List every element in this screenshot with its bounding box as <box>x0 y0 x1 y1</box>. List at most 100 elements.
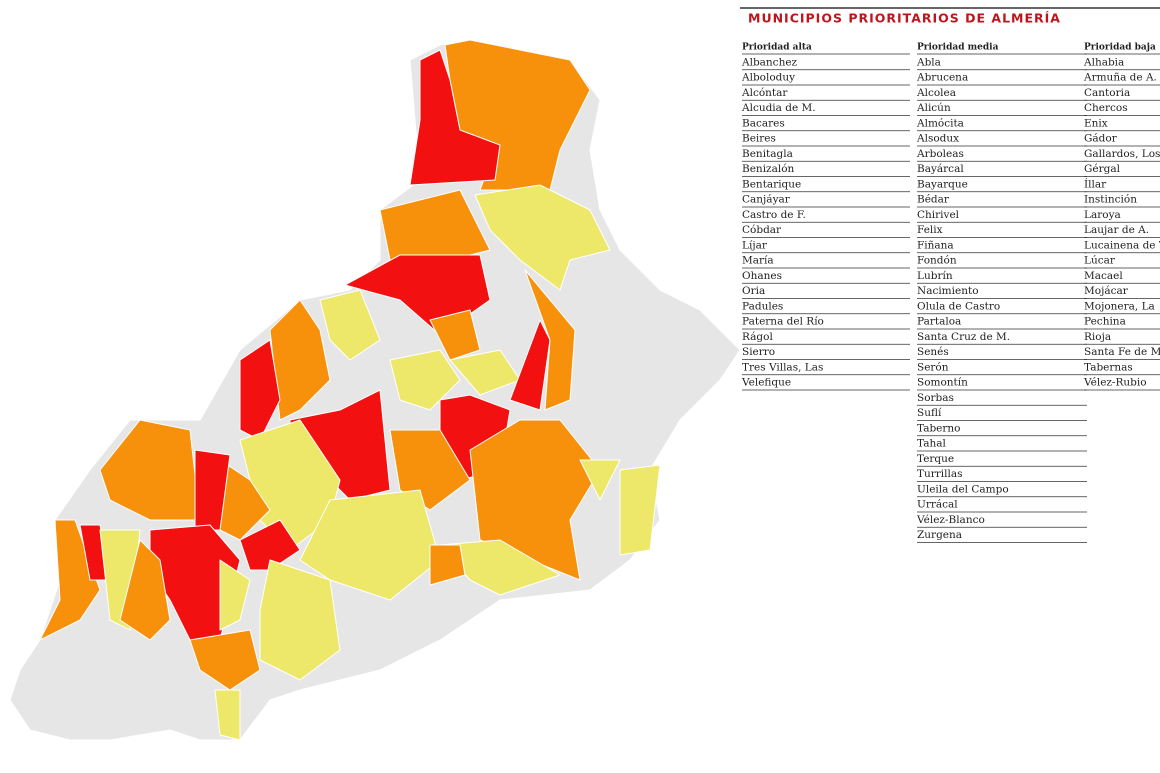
municipality: Velefique <box>741 377 791 389</box>
region <box>389 429 471 511</box>
province-outline <box>9 39 741 741</box>
municipality: Uleila del Campo <box>917 483 1009 495</box>
municipality: Ohanes <box>742 270 782 282</box>
municipality: Rágol <box>742 331 773 343</box>
table-title: MUNICIPIOS PRIORITARIOS DE ALMERÍA <box>748 11 1061 26</box>
municipality: Albanchez <box>741 56 798 68</box>
map <box>9 39 741 741</box>
municipality: Tahal <box>917 438 946 450</box>
municipality: Taberno <box>917 422 961 434</box>
municipality: Alcóntar <box>741 87 788 99</box>
municipality: Urrácal <box>917 499 958 511</box>
municipality: Padules <box>742 300 783 312</box>
municipality: Gádor <box>1084 133 1118 145</box>
region <box>194 449 231 531</box>
municipality: Santa Fe de M. <box>1084 346 1160 358</box>
municipality: Sierro <box>742 346 775 358</box>
municipality: Alsodux <box>916 133 959 145</box>
municipality: Felix <box>917 224 943 236</box>
region <box>409 49 501 186</box>
region <box>299 489 441 601</box>
region <box>429 309 481 361</box>
region <box>429 544 466 586</box>
municipality: Castro de F. <box>742 209 806 221</box>
municipality: Gérgal <box>1084 163 1121 175</box>
municipality: Macael <box>1084 270 1123 282</box>
municipality: Bédar <box>917 194 950 206</box>
municipality: Bentarique <box>742 178 801 190</box>
municipality: Cantoria <box>1084 87 1130 99</box>
municipality: Fiñana <box>917 239 954 251</box>
municipality: Benizalón <box>742 163 795 175</box>
municipality: Nacimiento <box>917 285 979 297</box>
region <box>389 349 461 411</box>
municipality: Bayarque <box>917 178 968 190</box>
municipality: Serón <box>917 361 949 373</box>
municipality: Paterna del Río <box>742 316 824 328</box>
municipality: Partaloa <box>917 316 961 328</box>
municipality: Laroya <box>1084 209 1121 221</box>
municipality: Chirivel <box>917 209 960 221</box>
municipality: Bacares <box>742 117 785 129</box>
municipality: Lubrín <box>917 270 953 282</box>
column-header: Prioridad media <box>917 43 999 53</box>
municipality: Alhabia <box>1083 56 1124 68</box>
municipality: Arboleas <box>916 148 964 160</box>
municipality: Terque <box>917 453 954 465</box>
region <box>619 464 661 556</box>
region <box>259 559 341 681</box>
municipality: Beires <box>742 133 776 145</box>
municipality: Almócita <box>916 117 964 129</box>
municipality: Tabernas <box>1084 361 1133 373</box>
municipality: Enix <box>1084 117 1108 129</box>
municipality: Abla <box>916 56 941 68</box>
municipality: Lúcar <box>1084 255 1116 267</box>
column-header: Prioridad baja <box>1084 43 1156 53</box>
municipality: Alicún <box>916 102 951 114</box>
municipality: Tres Villas, Las <box>742 361 823 373</box>
municipality: Vélez-Blanco <box>916 514 985 526</box>
municipality: Cóbdar <box>742 224 782 236</box>
municipality: Oria <box>742 285 765 297</box>
municipality: Abrucena <box>916 72 968 84</box>
municipality: Íllar <box>1084 176 1107 190</box>
municipality: Benitagla <box>742 148 793 160</box>
municipality: Instinción <box>1084 194 1137 206</box>
municipality: Laujar de A. <box>1084 224 1149 236</box>
column-header: Prioridad alta <box>742 43 812 53</box>
municipality: Pechina <box>1084 316 1126 328</box>
municipality: Alcudia de M. <box>741 102 816 114</box>
municipality: Suflí <box>917 407 942 419</box>
priority-table: MUNICIPIOS PRIORITARIOS DE ALMERÍA Prior… <box>740 7 1160 543</box>
municipality: Alcolea <box>916 87 956 99</box>
region <box>524 269 576 411</box>
municipality: Somontín <box>917 377 968 389</box>
region <box>579 459 621 501</box>
municipality: Olula de Castro <box>917 300 1000 312</box>
municipality: Santa Cruz de M. <box>917 331 1010 343</box>
municipality: Alboloduy <box>741 72 795 84</box>
municipality: Gallardos, Los <box>1084 148 1160 160</box>
municipality: Armuña de A. <box>1083 72 1157 84</box>
region <box>214 689 241 741</box>
municipality: Mojácar <box>1084 285 1129 297</box>
municipality: Lucainena de T. <box>1084 239 1160 251</box>
municipality: María <box>742 255 774 267</box>
municipality: Zurgena <box>917 529 962 541</box>
municipality: Senés <box>917 346 949 358</box>
municipality: Canjáyar <box>742 194 791 206</box>
municipality: Sorbas <box>917 392 954 404</box>
municipality: Líjar <box>742 239 768 251</box>
region <box>189 629 261 691</box>
municipality: Vélez-Rubio <box>1083 377 1147 389</box>
municipalities <box>39 39 661 741</box>
region <box>119 539 171 641</box>
municipality: Fondón <box>917 255 957 267</box>
region <box>269 299 331 421</box>
municipality: Rioja <box>1084 331 1111 343</box>
region <box>239 519 301 571</box>
region <box>219 559 251 631</box>
municipality: Turrillas <box>917 468 963 480</box>
region <box>474 184 611 291</box>
